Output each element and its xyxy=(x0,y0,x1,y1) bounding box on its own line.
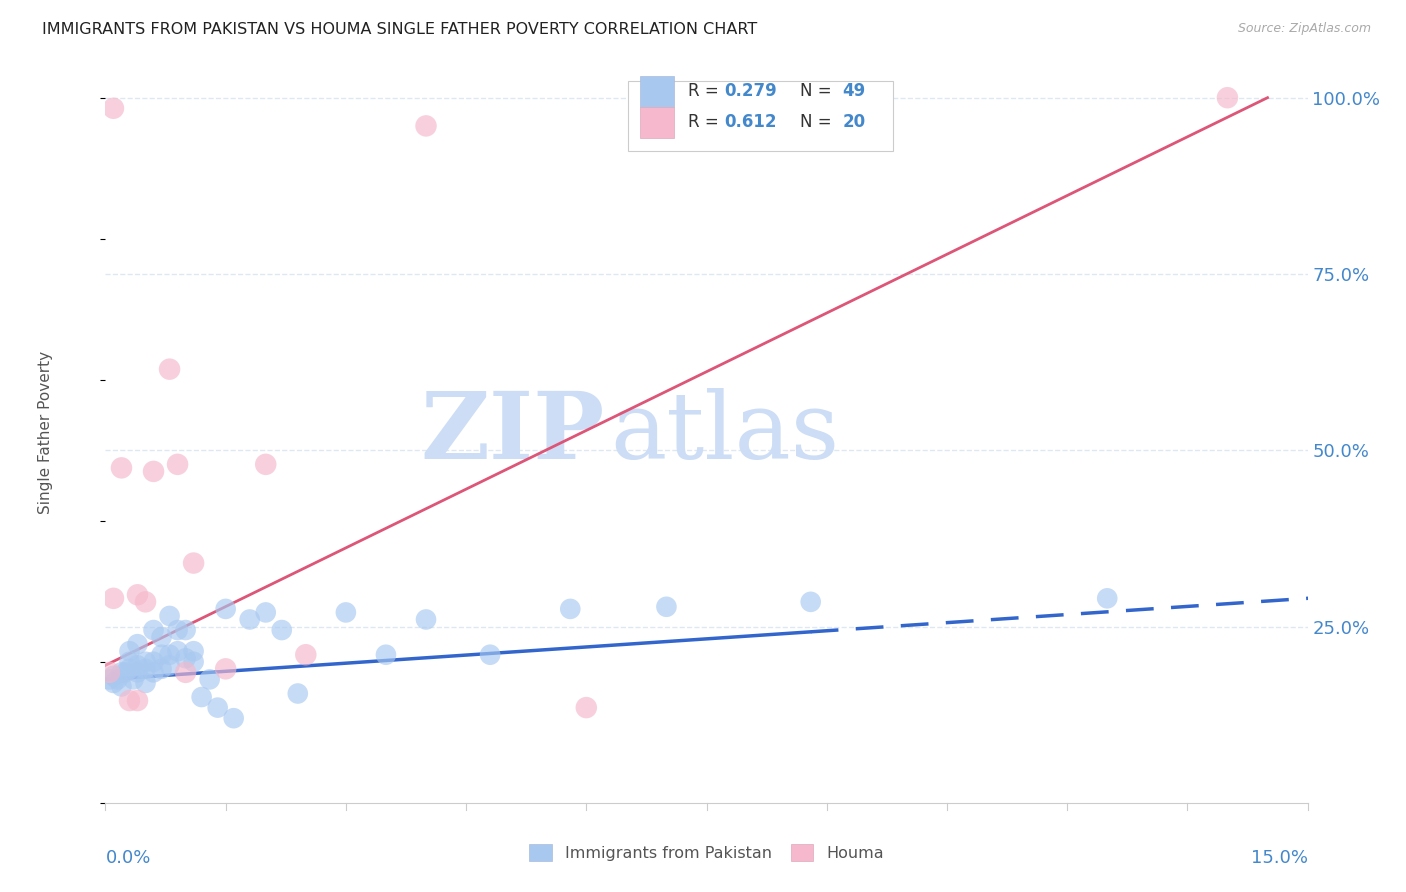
Point xyxy=(166,623,188,637)
Point xyxy=(254,458,277,472)
Bar xyxy=(640,76,673,107)
Text: 15.0%: 15.0% xyxy=(1250,848,1308,867)
Text: 0.0%: 0.0% xyxy=(105,848,150,867)
Point xyxy=(142,655,165,669)
Point xyxy=(239,612,262,626)
Point xyxy=(159,609,181,624)
Point xyxy=(103,591,125,606)
Point xyxy=(110,680,132,694)
Text: 0.612: 0.612 xyxy=(724,113,778,131)
Point xyxy=(159,648,181,662)
Point xyxy=(135,676,157,690)
Point xyxy=(118,655,141,669)
Point xyxy=(1097,591,1119,606)
Text: Single Father Poverty: Single Father Poverty xyxy=(38,351,53,514)
Legend: Immigrants from Pakistan, Houma: Immigrants from Pakistan, Houma xyxy=(522,837,891,869)
Point xyxy=(103,676,125,690)
Point xyxy=(142,665,165,680)
Point xyxy=(287,686,309,700)
Point xyxy=(127,665,149,680)
Point xyxy=(114,665,136,680)
Point xyxy=(110,461,132,475)
Point xyxy=(174,623,197,637)
Point xyxy=(415,119,437,133)
Point xyxy=(575,700,598,714)
Point xyxy=(127,637,149,651)
Point xyxy=(207,700,229,714)
Point xyxy=(150,662,173,676)
Point xyxy=(183,556,205,570)
Point xyxy=(222,711,245,725)
Point xyxy=(335,606,357,620)
Point xyxy=(110,665,132,680)
Text: 0.279: 0.279 xyxy=(724,82,778,100)
Point xyxy=(150,630,173,644)
Point xyxy=(159,362,181,376)
Point xyxy=(1216,91,1239,105)
Point xyxy=(254,606,277,620)
Bar xyxy=(628,81,893,152)
Point xyxy=(107,673,129,687)
Text: R =: R = xyxy=(689,82,724,100)
Point xyxy=(118,693,141,707)
Point xyxy=(560,602,582,616)
Point xyxy=(135,655,157,669)
Point xyxy=(142,623,165,637)
Point xyxy=(103,669,125,683)
Point xyxy=(98,673,121,687)
Point xyxy=(855,119,877,133)
Point xyxy=(415,612,437,626)
Point xyxy=(142,464,165,478)
Point xyxy=(135,595,157,609)
Point xyxy=(214,662,236,676)
Text: IMMIGRANTS FROM PAKISTAN VS HOUMA SINGLE FATHER POVERTY CORRELATION CHART: IMMIGRANTS FROM PAKISTAN VS HOUMA SINGLE… xyxy=(42,22,758,37)
Point xyxy=(374,648,398,662)
Point xyxy=(655,133,678,147)
Text: 49: 49 xyxy=(842,82,866,100)
Point xyxy=(679,101,702,115)
Text: 20: 20 xyxy=(842,113,866,131)
Point xyxy=(183,655,205,669)
Point xyxy=(190,690,212,704)
Point xyxy=(127,588,149,602)
Point xyxy=(800,595,823,609)
Text: N =: N = xyxy=(800,113,837,131)
Point xyxy=(127,693,149,707)
Point xyxy=(198,673,221,687)
Point xyxy=(655,599,678,614)
Point xyxy=(135,662,157,676)
Point xyxy=(98,665,121,680)
Point xyxy=(479,648,502,662)
Text: R =: R = xyxy=(689,113,724,131)
Point xyxy=(118,662,141,676)
Point xyxy=(270,623,292,637)
Text: atlas: atlas xyxy=(610,388,839,477)
Point xyxy=(174,665,197,680)
Point xyxy=(183,644,205,658)
Point xyxy=(295,648,318,662)
Point xyxy=(118,644,141,658)
Point xyxy=(214,602,236,616)
Bar xyxy=(640,107,673,138)
Point xyxy=(127,658,149,673)
Text: N =: N = xyxy=(800,82,837,100)
Point xyxy=(166,458,188,472)
Point xyxy=(159,658,181,673)
Point xyxy=(122,673,145,687)
Point xyxy=(150,648,173,662)
Text: Source: ZipAtlas.com: Source: ZipAtlas.com xyxy=(1237,22,1371,36)
Point xyxy=(166,644,188,658)
Text: ZIP: ZIP xyxy=(420,388,605,477)
Point xyxy=(174,651,197,665)
Point xyxy=(103,101,125,115)
